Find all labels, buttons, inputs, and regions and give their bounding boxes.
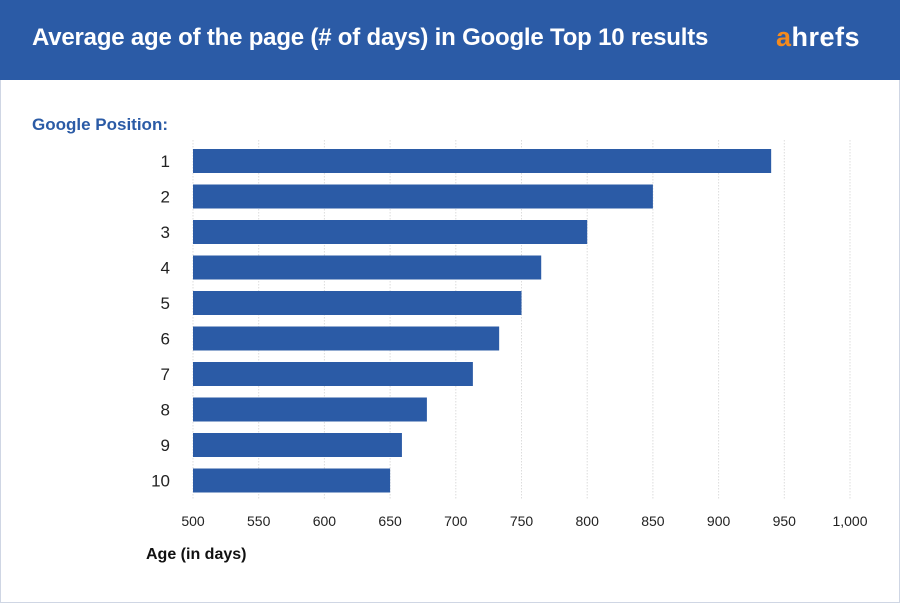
y-axis-label: Google Position: (32, 115, 168, 134)
x-tick-label: 850 (641, 513, 665, 529)
header-banner: Average age of the page (# of days) in G… (0, 0, 900, 80)
x-tick-label: 800 (576, 513, 600, 529)
y-tick-label: 7 (161, 365, 170, 384)
x-tick-label: 650 (378, 513, 402, 529)
bar-position-6 (193, 326, 500, 351)
x-tick-label: 700 (444, 513, 468, 529)
x-tick-label: 500 (181, 513, 205, 529)
y-tick-label: 6 (161, 330, 170, 349)
ahrefs-logo: ahrefs (776, 22, 860, 53)
x-tick-label: 550 (247, 513, 271, 529)
y-tick-label: 8 (161, 401, 170, 420)
x-tick-label: 600 (313, 513, 337, 529)
y-tick-label: 3 (161, 223, 170, 242)
bar-position-9 (193, 433, 402, 457)
bar-position-5 (193, 291, 522, 315)
x-tick-label: 950 (773, 513, 797, 529)
bar-position-4 (193, 255, 542, 280)
y-tick-label: 5 (161, 294, 170, 313)
x-tick-label: 900 (707, 513, 731, 529)
y-tick-label: 4 (161, 259, 170, 278)
bar-position-3 (193, 220, 588, 244)
logo-rest: hrefs (791, 22, 861, 52)
y-tick-label: 10 (151, 472, 170, 491)
x-tick-label: 750 (510, 513, 534, 529)
x-axis-label: Age (in days) (146, 546, 247, 563)
logo-accent: a (776, 22, 792, 52)
bar-position-7 (193, 362, 473, 386)
y-tick-label: 1 (161, 152, 170, 171)
bar-position-8 (193, 397, 427, 422)
chart-title: Average age of the page (# of days) in G… (32, 24, 709, 51)
x-tick-label: 1,000 (832, 513, 867, 529)
bar-position-10 (193, 468, 391, 493)
bar-position-2 (193, 184, 653, 209)
y-tick-label: 2 (161, 188, 170, 207)
y-tick-label: 9 (161, 436, 170, 455)
bar-position-1 (193, 149, 772, 173)
